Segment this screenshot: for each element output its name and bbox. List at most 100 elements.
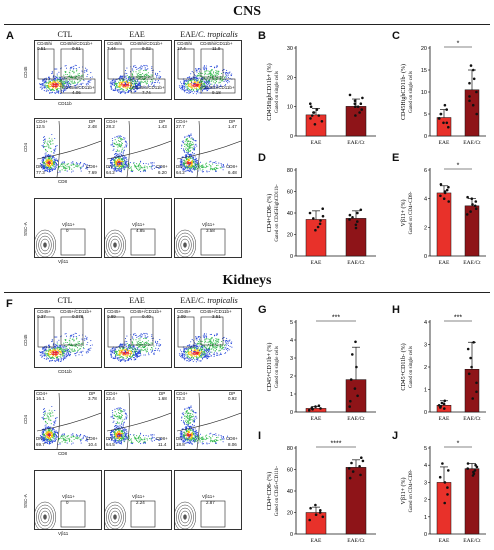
flow-event-dot [186,135,188,137]
flow-event-dot [66,351,68,354]
flow-event-dot [198,338,200,340]
flow-event-dot [55,83,57,85]
flow-event-dot [125,156,127,158]
cns-cd4-cd8-plot-0 [34,118,102,178]
flow-event-dot [192,347,194,349]
flow-event-dot [194,75,196,77]
flow-event-dot [196,78,198,80]
flow-event-dot [48,435,51,437]
flow-event-dot [115,81,117,83]
flow-event-dot [192,77,194,79]
flow-event-dot [56,348,58,350]
flow-event-dot [45,152,47,154]
flow-event-dot [119,344,121,346]
flow-event-dot [228,340,230,343]
flow-event-dot [53,86,55,88]
flow-event-dot [45,434,47,436]
flow-event-dot [87,83,90,85]
flow-event-dot [50,89,52,91]
flow-event-dot [119,84,121,86]
flow-event-dot [134,333,136,335]
flow-event-dot [190,349,193,352]
flow-event-dot [43,358,45,360]
flow-event-dot [151,69,153,72]
flow-event-dot [59,83,61,85]
flow-event-dot [196,343,198,345]
cns-vb11-svg-1 [105,228,156,257]
flow-event-dot [48,86,50,88]
flow-event-dot [197,351,199,353]
flow-event-dot [110,351,112,353]
flow-event-dot [46,350,48,352]
flow-event-dot [73,166,75,169]
flow-event-dot [114,357,117,359]
flow-event-dot [120,169,123,171]
flow-event-dot [120,171,122,173]
flow-event-dot [139,168,141,170]
flow-event-dot [192,352,195,354]
flow-event-dot [56,87,58,89]
flow-event-dot [68,349,70,351]
flow-event-dot [120,146,122,148]
flow-event-dot [108,166,110,169]
flow-event-dot [181,140,183,142]
flow-event-dot [129,168,131,170]
flow-event-dot [65,86,67,88]
flow-event-dot [114,168,116,170]
flow-event-dot [192,351,194,353]
flow-event-dot [58,71,60,73]
flow-event-dot [195,159,198,162]
flow-event-dot [73,348,76,350]
flow-event-dot [213,84,215,86]
flow-event-dot [130,170,132,172]
flow-event-dot [72,80,74,82]
cns-divider [4,24,490,25]
flow-event-dot [63,434,65,436]
gate-label-tr: CD45hi/CD11b+ [60,41,93,46]
flow-event-dot [210,87,213,89]
flow-event-dot [127,91,130,93]
flow-event-dot [65,332,67,335]
flow-event-dot [81,70,83,72]
flow-event-dot [43,90,45,92]
flow-event-dot [193,168,195,170]
flow-event-dot [199,88,201,90]
flow-event-dot [43,147,45,149]
flow-event-dot [196,356,198,358]
flow-event-dot [155,166,157,168]
flow-event-dot [186,155,188,157]
flow-event-dot [41,159,43,161]
flow-event-dot [64,77,66,79]
flow-event-dot [131,356,133,358]
flow-event-dot [196,90,199,92]
flow-event-dot [52,435,54,437]
flow-event-dot [133,333,135,335]
flow-event-dot [189,163,191,165]
flow-event-dot [209,342,211,345]
flow-event-dot [45,77,47,79]
flow-event-dot [140,349,142,351]
flow-event-dot [190,356,192,358]
flow-event-dot [48,146,50,148]
flow-event-dot [210,65,213,67]
flow-event-dot [201,170,203,172]
flow-event-dot [126,87,128,89]
flow-event-dot [187,169,189,171]
flow-event-dot [191,83,193,85]
flow-event-dot [63,83,66,85]
flow-event-dot [205,166,208,168]
flow-event-dot [89,81,91,83]
flow-event-dot [185,354,187,356]
flow-event-dot [62,435,64,437]
flow-event-dot [119,360,122,362]
flow-event-dot [213,162,215,164]
flow-event-dot [190,85,192,87]
flow-event-dot [142,170,144,172]
flow-event-dot [123,79,125,81]
flow-event-dot [56,89,59,91]
flow-event-dot [134,80,137,82]
flow-event-dot [48,430,50,432]
flow-event-dot [140,347,142,349]
flow-event-dot [62,77,64,79]
flow-event-dot [204,342,206,344]
